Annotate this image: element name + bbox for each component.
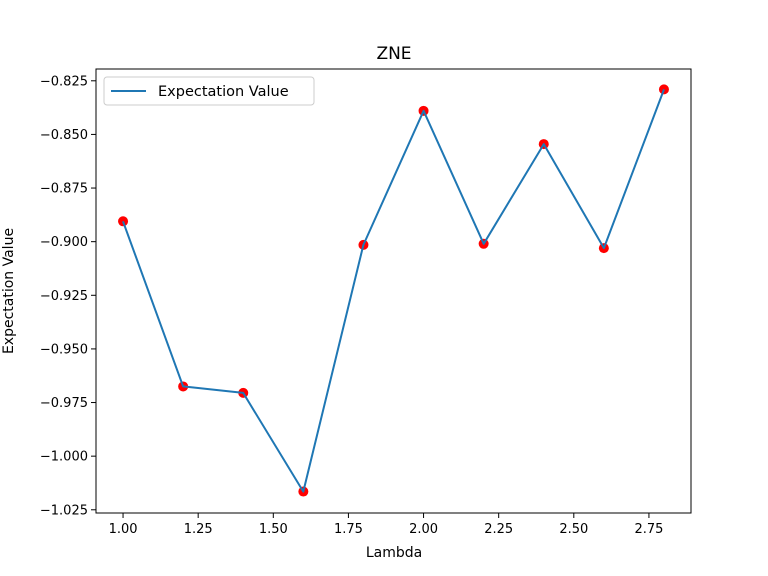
- x-tick-label: 1.25: [184, 522, 213, 537]
- y-tick-label: −0.950: [40, 342, 88, 357]
- plot-area: [118, 84, 669, 497]
- chart-title: ZNE: [376, 44, 411, 64]
- x-tick-label: 2.25: [484, 522, 513, 537]
- y-tick-label: −0.825: [40, 74, 88, 89]
- y-tick-label: −0.925: [40, 289, 88, 304]
- data-point: [658, 84, 669, 95]
- x-tick-label: 2.50: [559, 522, 588, 537]
- y-tick-label: −1.025: [40, 503, 88, 518]
- y-tick-label: −0.850: [40, 128, 88, 143]
- legend-box: [103, 76, 315, 106]
- legend-label: Expectation Value: [158, 84, 289, 100]
- y-tick-label: −0.900: [40, 235, 88, 250]
- series-line-expectation-value: [122, 89, 665, 493]
- y-tick-label: −0.975: [40, 396, 88, 411]
- y-tick-label: −0.875: [40, 182, 88, 197]
- axes-frame: [95, 68, 692, 514]
- x-tick-label: 1.50: [259, 522, 288, 537]
- axes: 1.00 1.25 1.50 1.75 2.00 2.25 2.50 2.75 −0.825 −0…: [40, 68, 692, 537]
- y-axis-label: Expectation Value: [1, 228, 17, 354]
- y-tick-label: −1.000: [40, 450, 88, 465]
- x-tick-label: 1.75: [334, 522, 363, 537]
- x-axis-label: Lambda: [366, 545, 422, 561]
- legend: Expectation Value: [103, 76, 315, 106]
- x-tick-label: 2.75: [634, 522, 663, 537]
- x-tick-label: 2.00: [409, 522, 438, 537]
- x-tick-label: 1.00: [109, 522, 138, 537]
